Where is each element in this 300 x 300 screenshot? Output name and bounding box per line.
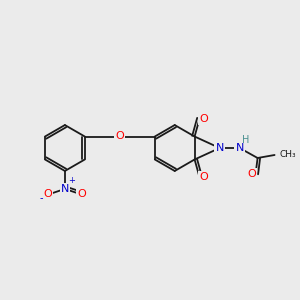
Text: O: O — [116, 130, 124, 140]
Text: O: O — [44, 189, 52, 199]
Text: H: H — [242, 135, 249, 145]
Text: O: O — [77, 189, 86, 199]
Text: N: N — [61, 184, 69, 194]
Text: O: O — [199, 113, 208, 124]
Text: N: N — [236, 143, 244, 153]
Text: +: + — [68, 176, 75, 185]
Text: O: O — [199, 172, 208, 182]
Text: CH₃: CH₃ — [280, 151, 296, 160]
Text: N: N — [215, 143, 224, 153]
Text: -: - — [39, 193, 43, 203]
Text: O: O — [247, 169, 256, 179]
